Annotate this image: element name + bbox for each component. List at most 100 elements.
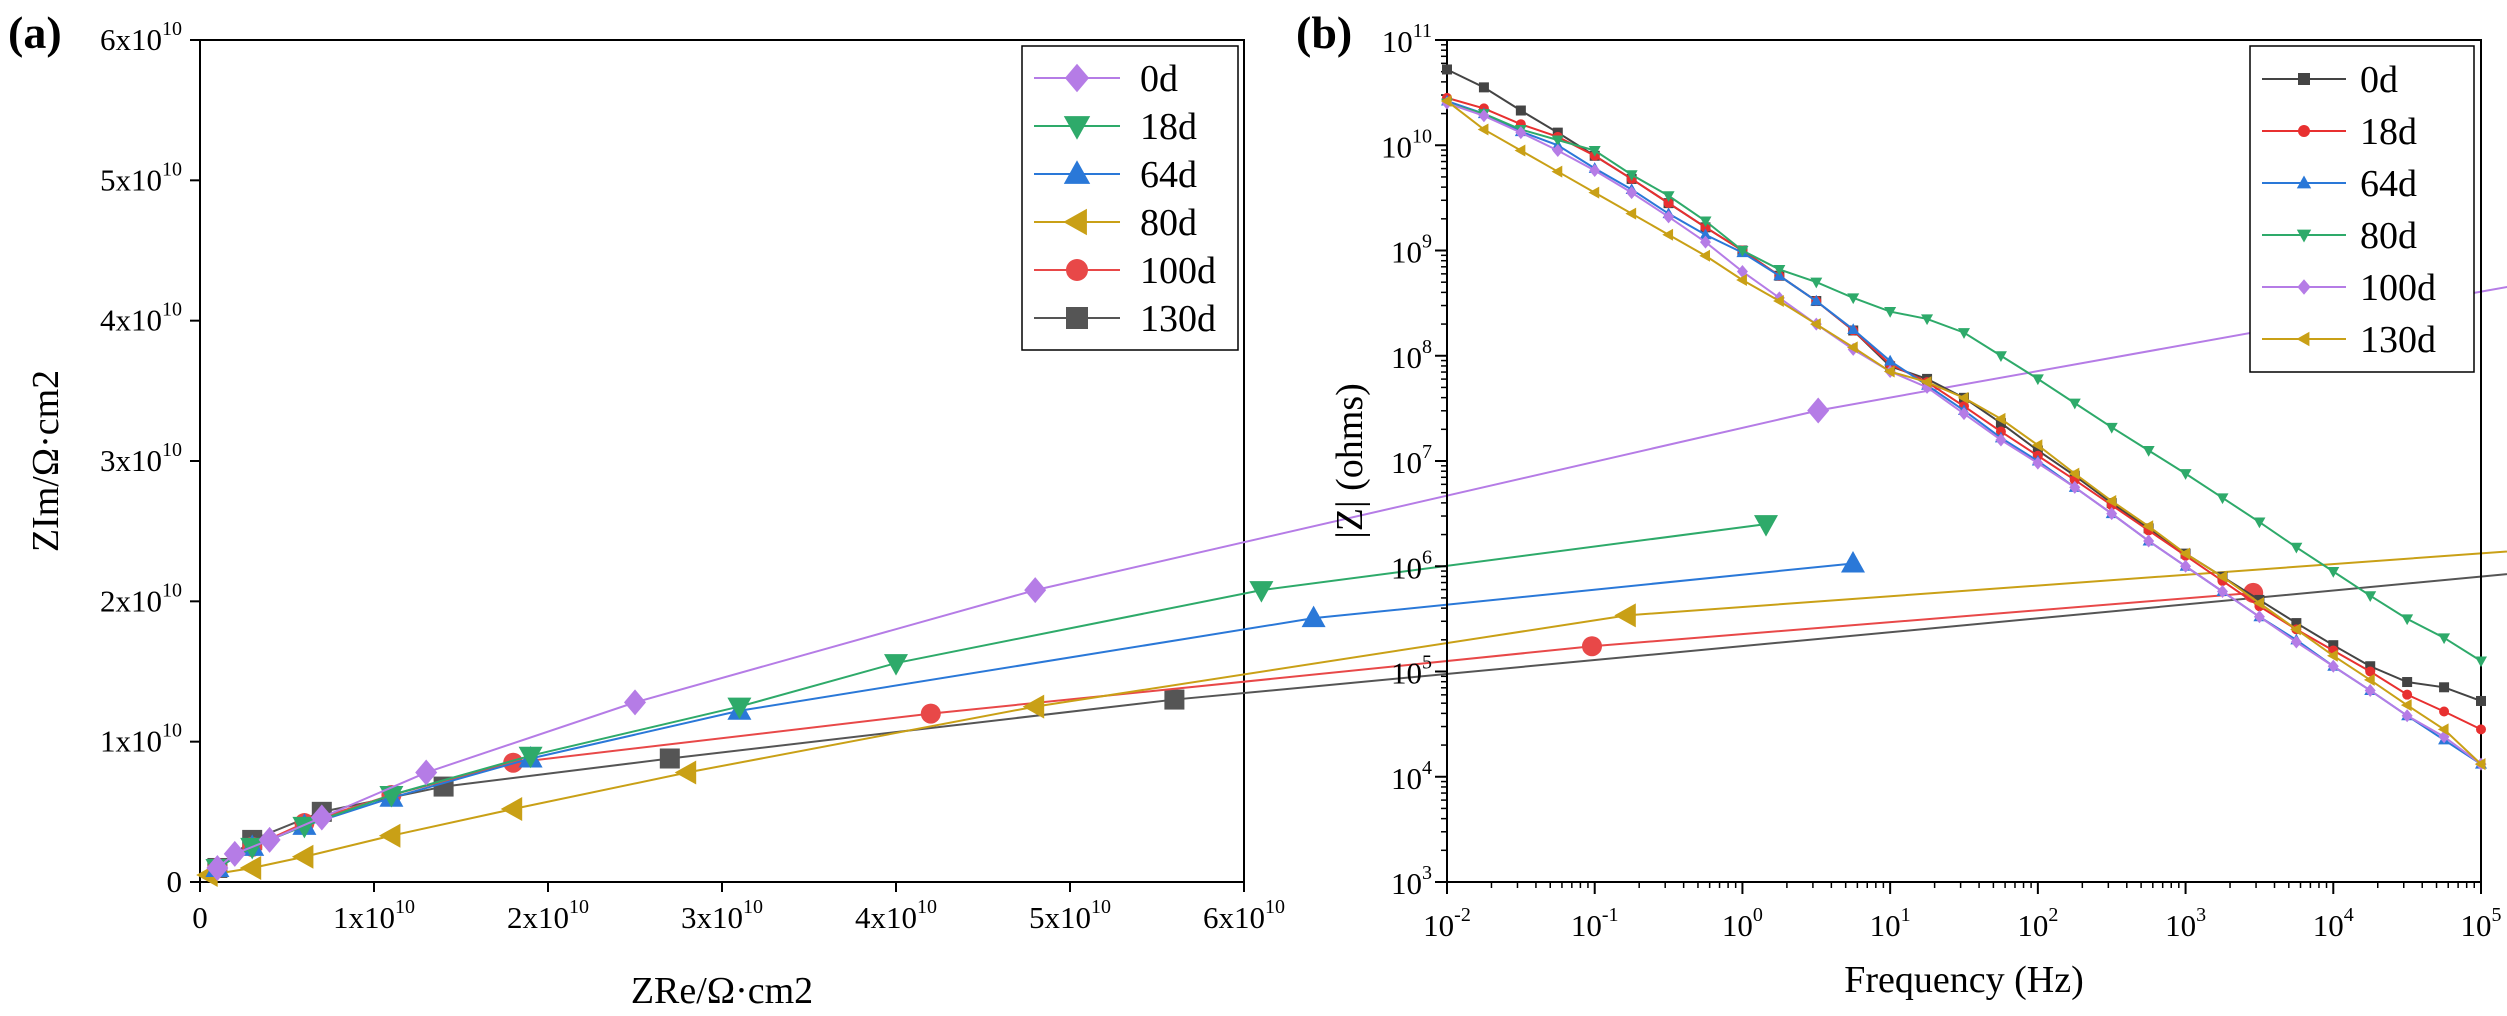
x-tick-label: 10-1	[1571, 904, 1619, 943]
data-point	[1736, 265, 1748, 279]
x-tick-label: 105	[2461, 904, 2502, 943]
data-point	[1551, 135, 1564, 147]
legend-label: 100d	[1140, 250, 1216, 292]
y-tick-label: 5x1010	[100, 158, 182, 197]
data-point	[1589, 164, 1601, 178]
legend-marker	[1066, 259, 1088, 281]
data-point	[1773, 295, 1784, 308]
x-tick-label: 3x1010	[681, 896, 763, 935]
legend-item-130d: 130d	[2262, 319, 2436, 361]
series-130d	[207, 573, 2507, 878]
data-point	[884, 654, 908, 676]
data-point	[1884, 307, 1897, 318]
data-point	[1249, 581, 1274, 603]
data-point	[1736, 246, 1749, 257]
y-axis-ticks-b: 103 104 105 106 107 108 109 1010 1011	[1381, 20, 1447, 901]
data-point	[1699, 249, 1710, 262]
data-point	[240, 837, 265, 860]
data-point	[2474, 758, 2486, 771]
x-tick-label: 2x1010	[507, 896, 589, 935]
data-point	[1625, 170, 1638, 181]
data-point	[1515, 126, 1527, 140]
data-point	[291, 844, 314, 869]
data-point	[1807, 397, 1830, 424]
data-point	[2069, 480, 2081, 494]
data-point	[659, 748, 680, 769]
data-point	[415, 759, 438, 786]
legend-item-18d: 18d	[1034, 106, 1197, 148]
legend-label: 0d	[2360, 59, 2398, 101]
data-point	[2364, 683, 2376, 697]
x-tick-label: 100	[1722, 904, 1763, 943]
x-axis-title-a: ZRe/Ω·cm2	[631, 970, 813, 1012]
data-point	[258, 826, 281, 853]
data-point	[239, 855, 262, 880]
data-point	[2439, 682, 2450, 693]
data-point	[2142, 445, 2155, 457]
legend-marker	[1063, 160, 1091, 184]
data-point	[1478, 109, 1490, 123]
series-100d	[207, 582, 2264, 878]
data-point	[1514, 144, 1526, 157]
data-point	[1515, 105, 1526, 116]
data-point	[206, 854, 229, 881]
data-point	[1662, 191, 1675, 203]
data-point	[1663, 198, 1674, 209]
data-point	[2216, 493, 2229, 505]
legend-a: 0d 18d 64d 80d 100d 130d	[1021, 45, 1239, 351]
y-tick-label: 105	[1391, 652, 1432, 691]
data-point	[2401, 709, 2413, 723]
legend-label: 80d	[1140, 202, 1197, 244]
data-point	[624, 689, 646, 716]
data-point	[1626, 186, 1638, 200]
panel-a-label: (a)	[8, 7, 62, 58]
x-axis-ticks-a: 0 1x1010 2x1010 3x1010 4x1010 5x1010 6x1010	[192, 882, 1285, 935]
data-point	[2327, 567, 2340, 578]
legend-item-64d: 64d	[1034, 154, 1197, 196]
legend-marker	[2297, 279, 2311, 295]
data-point	[1582, 636, 1602, 657]
legend-box	[2249, 45, 2475, 373]
series-80d	[1441, 98, 2487, 668]
x-tick-label: 4x1010	[855, 896, 937, 935]
data-point	[1810, 277, 1823, 289]
data-point	[1920, 376, 1932, 389]
data-point	[2253, 597, 2264, 610]
data-point	[2400, 699, 2412, 712]
data-point	[1994, 351, 2007, 362]
data-point	[1846, 341, 1858, 354]
data-point	[1625, 207, 1637, 220]
data-point	[2438, 633, 2451, 645]
data-point	[1700, 222, 1711, 233]
legend-item-18d: 18d	[2262, 111, 2417, 153]
series-line	[208, 550, 2507, 876]
data-point	[2216, 570, 2227, 583]
x-axis-ticks-b: 10-2 10-1 100 101 102 103 104 105	[1423, 882, 2502, 943]
data-point	[2253, 610, 2265, 624]
data-point	[2437, 723, 2449, 736]
data-point	[1995, 433, 2007, 447]
data-point	[1024, 577, 1047, 604]
x-tick-label: 0	[192, 900, 208, 935]
y-tick-label: 3x1010	[100, 439, 182, 478]
legend-b: 0d 18d 64d 80d 100d 130d	[2249, 45, 2475, 373]
data-point	[1588, 186, 1600, 199]
data-point	[1847, 293, 1860, 305]
legend-marker	[1064, 63, 1090, 93]
y-tick-label: 1010	[1381, 125, 1432, 164]
series-line	[216, 523, 1767, 869]
legend-item-80d: 80d	[2262, 215, 2417, 257]
data-point	[1773, 264, 1786, 276]
data-point	[1847, 323, 1860, 334]
y-axis-title-b: |Z| (ohms)	[1329, 383, 1371, 539]
data-point	[2328, 640, 2339, 651]
data-point	[2105, 494, 2117, 507]
data-point	[2106, 507, 2118, 521]
data-point	[2068, 398, 2081, 410]
legend-marker	[1063, 208, 1087, 236]
data-point	[920, 703, 941, 724]
data-point	[1442, 64, 1452, 75]
legend-marker	[2298, 125, 2310, 137]
data-point	[1301, 605, 1326, 628]
data-point	[2363, 673, 2375, 686]
